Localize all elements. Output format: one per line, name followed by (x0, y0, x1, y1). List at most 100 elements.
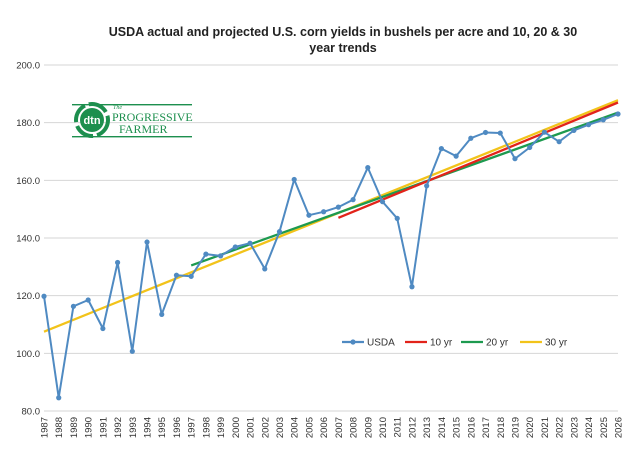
chart-legend: USDA 10 yr 20 yr 30 yr (342, 338, 568, 349)
data-point-usda (41, 293, 47, 299)
x-tick-label: 2026 (614, 417, 625, 438)
x-tick-label: 2023 (569, 417, 580, 438)
y-tick-label: 140.0 (16, 234, 40, 245)
x-tick-label: 2010 (378, 417, 389, 438)
y-tick-label: 160.0 (16, 176, 40, 187)
dtn-progressive-farmer-logo: dtn The PROGRESSIVE FARMER (72, 102, 193, 138)
y-axis-ticks: 80.0 100.0 120.0 140.0 160.0 180.0 200.0 (16, 61, 40, 418)
x-tick-label: 1989 (69, 417, 80, 438)
data-point-usda (159, 311, 165, 318)
chart-title: USDA actual and projected U.S. corn yiel… (109, 25, 577, 55)
x-tick-label: 2018 (496, 417, 507, 438)
x-tick-label: 1994 (143, 417, 154, 438)
data-point-usda (321, 209, 327, 215)
logo-text-farmer: FARMER (119, 122, 167, 136)
data-point-usda (114, 259, 121, 266)
logo-dtn-text: dtn (83, 115, 100, 127)
logo-dtn-disc (80, 108, 104, 132)
data-point-usda (379, 199, 386, 205)
data-point-usda (482, 129, 489, 136)
x-tick-label: 2000 (231, 417, 242, 438)
y-tick-label: 120.0 (16, 291, 40, 302)
legend-label-20-yr: 20 yr (486, 338, 509, 349)
data-point-usda (276, 229, 283, 235)
data-point-usda (144, 239, 150, 245)
data-point-usda (70, 303, 77, 309)
data-point-usda (85, 297, 91, 303)
x-tick-label: 2020 (525, 417, 536, 438)
x-tick-label: 1996 (172, 417, 183, 438)
x-tick-label: 1993 (128, 417, 139, 438)
data-point-usda (188, 273, 194, 279)
logo-text-progressive: PROGRESSIVE (112, 110, 193, 124)
data-point-usda (173, 272, 180, 278)
data-point-usda (438, 146, 444, 152)
series-layer (41, 99, 621, 401)
x-tick-label: 2013 (422, 417, 433, 438)
data-point-usda (541, 129, 548, 135)
data-point-usda (527, 144, 533, 151)
x-tick-label: 2016 (466, 417, 477, 438)
x-tick-label: 2014 (437, 417, 448, 438)
logo-divider-bottom (72, 136, 192, 138)
data-point-usda (600, 117, 606, 123)
x-tick-label: 2021 (540, 417, 551, 438)
logo-text-the: The (113, 105, 122, 111)
x-tick-label: 2012 (407, 417, 418, 438)
series-line-20-yr (190, 111, 619, 267)
data-point-usda (335, 204, 341, 210)
data-point-usda (409, 284, 415, 290)
logo-dtn-ring (74, 102, 110, 138)
data-point-usda (291, 176, 297, 183)
data-point-usda (571, 127, 577, 134)
data-point-usda (556, 139, 562, 145)
data-point-usda (100, 325, 106, 332)
data-point-usda (615, 111, 621, 117)
data-point-usda (424, 183, 430, 189)
x-tick-label: 2004 (290, 417, 301, 438)
data-point-usda (262, 266, 268, 272)
x-tick-label: 1988 (54, 417, 65, 438)
y-tick-label: 200.0 (16, 61, 40, 72)
series-line-usda (43, 113, 619, 399)
legend-marker-usda (350, 339, 356, 345)
x-tick-label: 2024 (584, 417, 595, 438)
legend-label-usda: USDA (367, 338, 395, 349)
x-tick-label: 2007 (334, 417, 345, 438)
x-tick-label: 2011 (393, 417, 404, 437)
x-tick-label: 2005 (304, 417, 315, 438)
x-tick-label: 2015 (452, 417, 463, 438)
data-point-usda (468, 135, 474, 141)
x-tick-label: 2002 (260, 417, 271, 438)
x-tick-label: 2025 (599, 417, 610, 438)
data-point-usda (218, 253, 224, 259)
x-tick-label: 1997 (187, 417, 198, 438)
data-point-usda (129, 348, 135, 354)
x-tick-label: 1990 (84, 417, 95, 438)
x-tick-label: 2001 (246, 417, 257, 438)
chart-title-line-1: USDA actual and projected U.S. corn yiel… (109, 25, 577, 39)
x-tick-label: 2022 (555, 417, 566, 438)
data-point-usda (247, 240, 253, 246)
data-point-usda (365, 165, 371, 171)
data-point-usda (585, 122, 592, 128)
x-tick-label: 1995 (157, 417, 168, 438)
x-tick-label: 1998 (201, 417, 212, 438)
legend-label-30-yr: 30 yr (545, 338, 568, 349)
y-tick-label: 80.0 (22, 407, 41, 418)
series-line-10-yr (337, 101, 619, 219)
data-point-usda (56, 395, 62, 401)
data-point-usda (394, 215, 400, 221)
x-axis-ticks: 1987 1988 1989 1990 1991 1992 1993 1994 1995 1996… (40, 417, 625, 438)
x-tick-label: 1992 (113, 417, 124, 438)
logo-divider-top (72, 104, 192, 106)
y-tick-label: 180.0 (16, 118, 40, 129)
x-tick-label: 2019 (510, 417, 521, 438)
x-tick-label: 2008 (349, 417, 360, 438)
chart-title-line-2: year trends (309, 41, 376, 55)
legend-label-10-yr: 10 yr (430, 338, 453, 349)
x-tick-label: 2017 (481, 417, 492, 438)
x-tick-label: 1991 (98, 417, 109, 438)
y-tick-label: 100.0 (16, 349, 40, 360)
